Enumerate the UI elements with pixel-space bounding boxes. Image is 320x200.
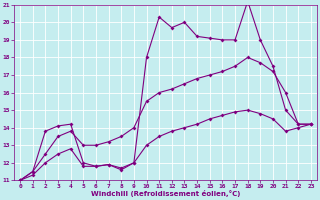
X-axis label: Windchill (Refroidissement éolien,°C): Windchill (Refroidissement éolien,°C)	[91, 190, 240, 197]
